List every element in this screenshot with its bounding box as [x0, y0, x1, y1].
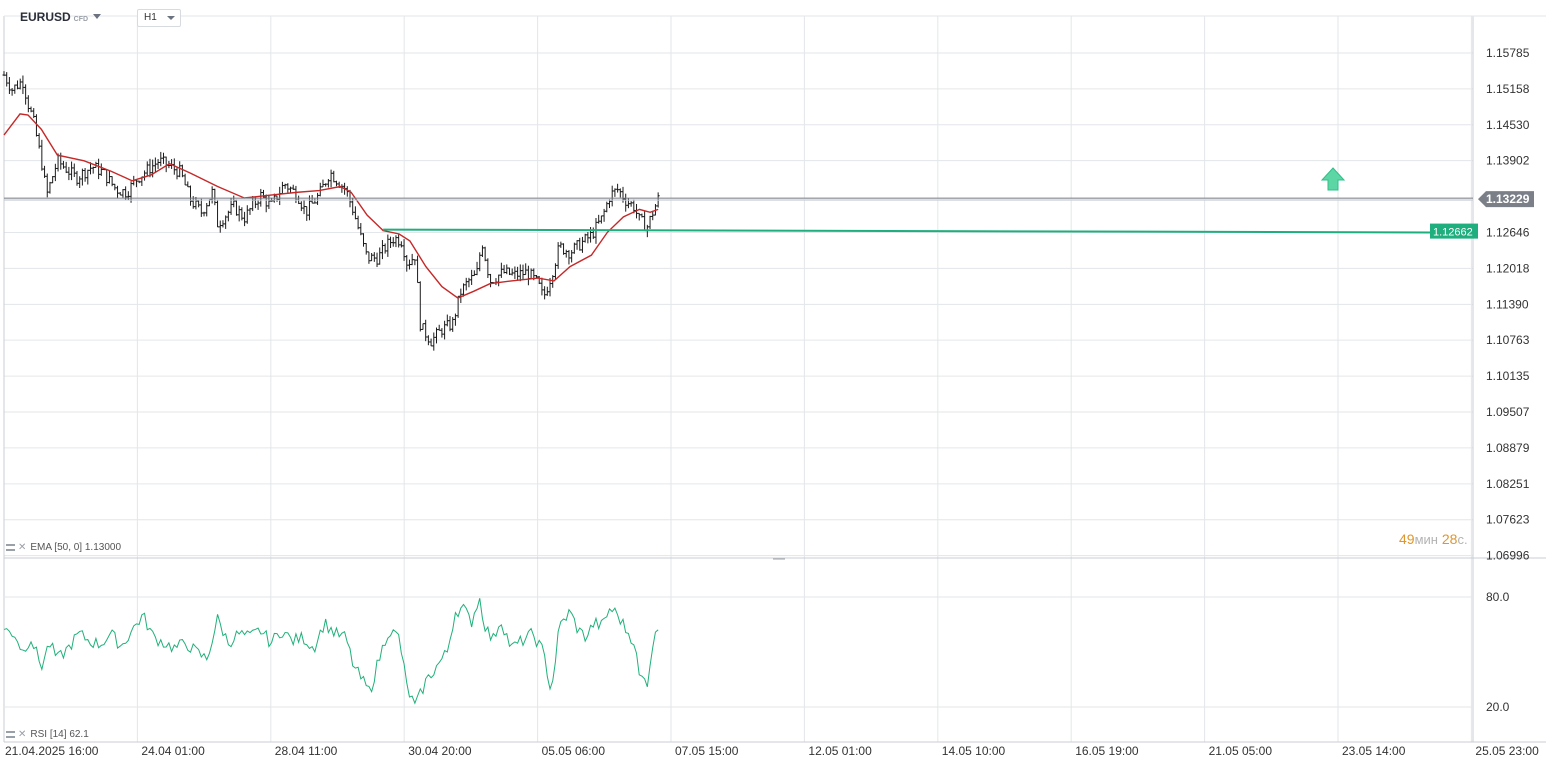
rsi-tick-label: 80.0 — [1486, 590, 1510, 604]
rsi-line — [3, 598, 659, 705]
symbol-selector[interactable]: EURUSD CFD — [20, 10, 88, 24]
y-tick-label: 1.12018 — [1486, 261, 1530, 275]
current-price-label: 1.13229 — [1486, 192, 1530, 206]
grid — [3, 15, 1546, 743]
x-tick-label: 30.04 20:00 — [408, 744, 472, 758]
axes: 1.15785 1.15158 1.14530 1.13902 1.13229 1.126… — [5, 46, 1539, 758]
y-tick-label: 1.13902 — [1486, 154, 1530, 168]
y-tick-label: 1.10763 — [1486, 333, 1530, 347]
instrument-type: CFD — [73, 16, 89, 23]
rsi-legend[interactable]: ✕ RSI [14] 62.1 — [6, 729, 89, 740]
x-tick-label: 14.05 10:00 — [942, 744, 1006, 758]
x-tick-label: 21.04.2025 16:00 — [5, 744, 99, 758]
countdown-minutes: 49 — [1399, 531, 1415, 547]
countdown-min-unit: мин — [1414, 532, 1438, 547]
ema-label: EMA [50, 0] — [30, 542, 83, 553]
x-tick-label: 16.05 19:00 — [1075, 744, 1139, 758]
settings-icon[interactable] — [6, 731, 15, 738]
countdown-sec-unit: с. — [1457, 532, 1468, 547]
current-price-tag — [1478, 191, 1534, 208]
x-tick-label: 05.05 06:00 — [542, 744, 606, 758]
y-tick-label: 1.08879 — [1486, 441, 1530, 455]
settings-icon[interactable] — [6, 544, 15, 551]
timeframe-value: H1 — [144, 12, 157, 23]
candle-countdown: 49мин 28с. — [1399, 531, 1468, 547]
y-tick-label: 1.15158 — [1486, 82, 1530, 96]
y-tick-label: 1.15785 — [1486, 46, 1530, 60]
close-icon[interactable]: ✕ — [18, 729, 27, 740]
candles — [2, 71, 660, 351]
countdown-seconds: 28 — [1441, 531, 1458, 547]
ema-value: 1.13000 — [84, 542, 122, 553]
x-tick-label: 28.04 11:00 — [275, 744, 338, 758]
ema-path — [3, 113, 659, 299]
y-tick-label: 1.07623 — [1486, 513, 1530, 527]
rsi-label: RSI [14] — [30, 729, 67, 740]
ema-legend[interactable]: ✕ EMA [50, 0] 1.13000 — [6, 542, 121, 553]
y-tick-label: 1.10135 — [1486, 369, 1530, 383]
x-tick-label: 25.05 23:00 — [1475, 744, 1539, 758]
support-line — [383, 228, 1474, 234]
rsi-value: 62.1 — [69, 729, 89, 740]
x-tick-label: 07.05 15:00 — [675, 744, 739, 758]
support-price-label: 1.12662 — [1433, 227, 1473, 239]
y-tick-label: 1.14530 — [1486, 118, 1530, 132]
chevron-down-icon[interactable] — [93, 14, 101, 19]
rsi-tick-label: 20.0 — [1486, 700, 1510, 714]
symbol-name: EURUSD — [20, 10, 71, 24]
support-price-tag — [1430, 223, 1478, 239]
y-tick-label: 1.12646 — [1486, 226, 1530, 240]
arrow-up-icon — [1320, 167, 1346, 191]
x-tick-label: 24.04 01:00 — [141, 744, 205, 758]
x-tick-label: 23.05 14:00 — [1342, 744, 1406, 758]
y-tick-label: 1.08251 — [1486, 477, 1530, 491]
close-icon[interactable]: ✕ — [18, 542, 27, 553]
y-tick-label: 1.06996 — [1486, 549, 1530, 563]
y-tick-label: 1.09507 — [1486, 405, 1530, 419]
x-tick-label: 21.05 05:00 — [1209, 744, 1273, 758]
price-tags: 1.13229 1.12662 — [4, 167, 1534, 239]
rsi-path — [3, 598, 659, 705]
chevron-down-icon — [167, 16, 175, 20]
y-tick-label: 1.11390 — [1486, 297, 1529, 311]
x-tick-label: 12.05 01:00 — [808, 744, 872, 758]
ema-line — [3, 113, 659, 299]
support-line-path — [383, 228, 1474, 234]
timeframe-selector[interactable]: H1 — [137, 9, 181, 27]
